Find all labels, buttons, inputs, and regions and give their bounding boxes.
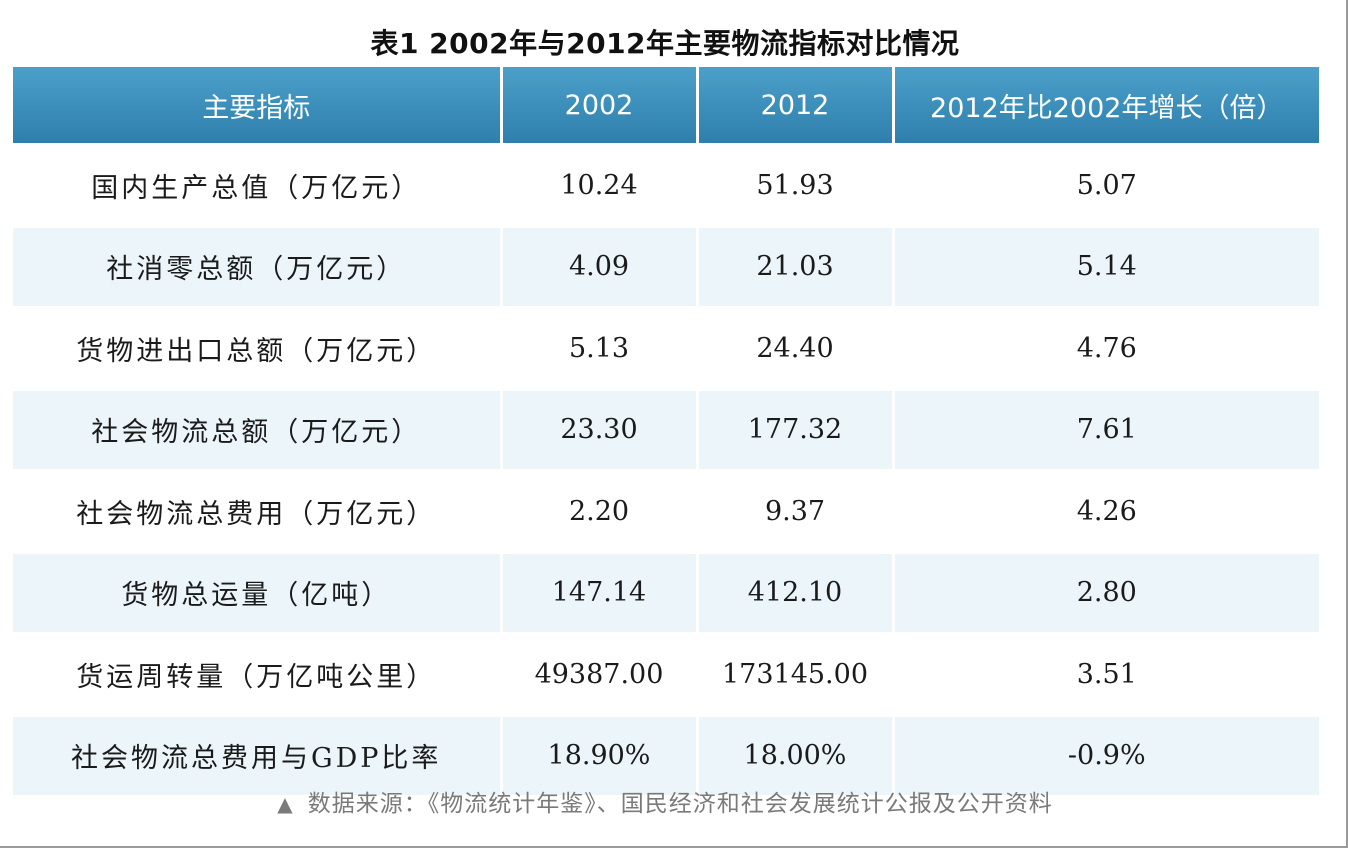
table-row: 货物总运量（亿吨） 147.14 412.10 2.80 xyxy=(13,552,1319,634)
table-row: 社消零总额（万亿元） 4.09 21.03 5.14 xyxy=(13,226,1319,308)
growth-cell: 4.76 xyxy=(893,307,1319,389)
header-indicator: 主要指标 xyxy=(13,67,503,145)
value-2002-cell: 147.14 xyxy=(501,552,699,634)
triangle-icon: ▲ xyxy=(277,792,294,816)
value-2002-cell: 4.09 xyxy=(501,226,699,308)
indicator-label-cell: 国内生产总值（万亿元） xyxy=(13,144,503,226)
indicator-label-cell: 社会物流总费用（万亿元） xyxy=(13,470,503,552)
table-row: 货物进出口总额（万亿元） 5.13 24.40 4.76 xyxy=(13,307,1319,389)
value-2002-cell: 10.24 xyxy=(501,144,699,226)
value-2012-cell: 51.93 xyxy=(697,144,895,226)
header-2012: 2012 xyxy=(697,67,895,145)
header-2002: 2002 xyxy=(501,67,699,145)
header-row: 主要指标 2002 2012 2012年比2002年增长（倍） xyxy=(13,67,1319,145)
value-2012-cell: 9.37 xyxy=(697,470,895,552)
value-2012-cell: 173145.00 xyxy=(697,633,895,715)
growth-cell: -0.9% xyxy=(893,715,1319,795)
growth-cell: 5.07 xyxy=(893,144,1319,226)
growth-cell: 5.14 xyxy=(893,226,1319,308)
growth-cell: 3.51 xyxy=(893,633,1319,715)
indicator-label-cell: 货物总运量（亿吨） xyxy=(13,552,503,634)
growth-cell: 2.80 xyxy=(893,552,1319,634)
table-title: 表1 2002年与2012年主要物流指标对比情况 xyxy=(370,27,960,60)
indicator-label-cell: 社会物流总费用与GDP比率 xyxy=(13,715,503,795)
value-2012-cell: 21.03 xyxy=(697,226,895,308)
source-text: 数据来源：《物流统计年鉴》、国民经济和社会发展统计公报及公开资料 xyxy=(307,791,1053,817)
value-2012-cell: 177.32 xyxy=(697,389,895,471)
table-row: 社会物流总费用（万亿元） 2.20 9.37 4.26 xyxy=(13,470,1319,552)
growth-cell: 7.61 xyxy=(893,389,1319,471)
value-2012-cell: 24.40 xyxy=(697,307,895,389)
source-note: ▲ 数据来源：《物流统计年鉴》、国民经济和社会发展统计公报及公开资料 xyxy=(0,784,1330,818)
indicator-label-cell: 社消零总额（万亿元） xyxy=(13,226,503,308)
table-row: 社会物流总额（万亿元） 23.30 177.32 7.61 xyxy=(13,389,1319,471)
table-row: 社会物流总费用与GDP比率 18.90% 18.00% -0.9% xyxy=(13,715,1319,795)
value-2002-cell: 5.13 xyxy=(501,307,699,389)
indicator-label-cell: 货运周转量（万亿吨公里） xyxy=(13,633,503,715)
table-body: 国内生产总值（万亿元） 10.24 51.93 5.07 社消零总额（万亿元） 4.09 2… xyxy=(13,144,1319,795)
value-2012-cell: 18.00% xyxy=(697,715,895,795)
header-growth: 2012年比2002年增长（倍） xyxy=(893,67,1319,145)
value-2002-cell: 18.90% xyxy=(501,715,699,795)
indicator-label-cell: 社会物流总额（万亿元） xyxy=(13,389,503,471)
value-2002-cell: 49387.00 xyxy=(501,633,699,715)
table-container: 主要指标 2002 2012 2012年比2002年增长（倍） 国内生产总值（万… xyxy=(13,67,1319,795)
growth-cell: 4.26 xyxy=(893,470,1319,552)
value-2002-cell: 2.20 xyxy=(501,470,699,552)
logistics-indicator-table: 主要指标 2002 2012 2012年比2002年增长（倍） 国内生产总值（万… xyxy=(13,67,1319,795)
indicator-label-cell: 货物进出口总额（万亿元） xyxy=(13,307,503,389)
table-header: 主要指标 2002 2012 2012年比2002年增长（倍） xyxy=(13,67,1319,145)
value-2002-cell: 23.30 xyxy=(501,389,699,471)
value-2012-cell: 412.10 xyxy=(697,552,895,634)
table-row: 国内生产总值（万亿元） 10.24 51.93 5.07 xyxy=(13,144,1319,226)
table-row: 货运周转量（万亿吨公里） 49387.00 173145.00 3.51 xyxy=(13,633,1319,715)
